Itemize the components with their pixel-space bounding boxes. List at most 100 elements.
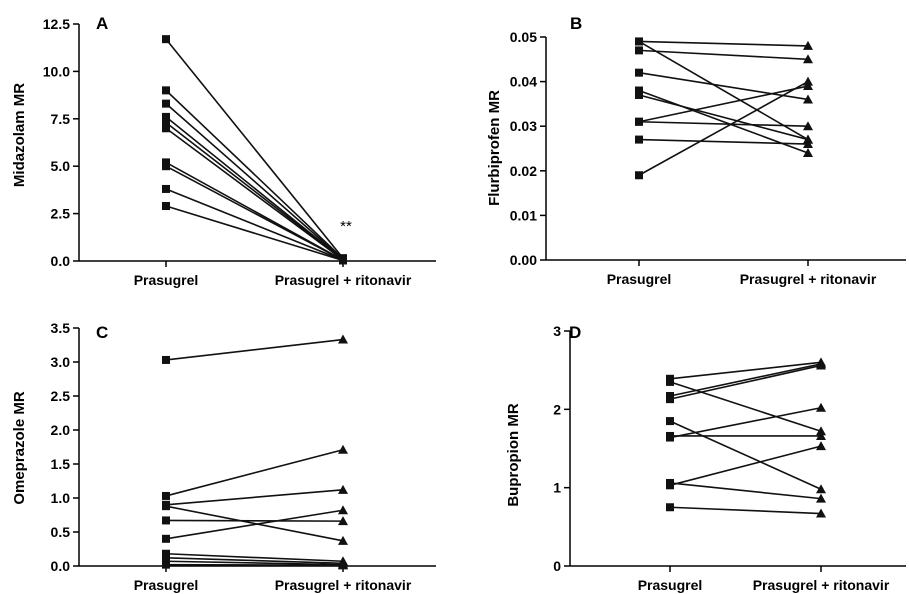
y-tick-label-b: 0.01 [510,207,537,223]
subject-line-d [669,363,822,397]
subject-line-b [638,49,809,61]
prasugrel-marker-c [162,560,170,569]
y-tick-label-c: 3.5 [51,320,71,336]
subject-line-c [165,563,344,567]
subject-line-c [165,489,344,506]
prasugrel-marker-b [635,171,643,180]
prasugrel-marker-d [666,417,674,426]
subject-line-d [669,364,822,400]
subject-line-a [165,121,344,261]
ritonavir-marker-b [803,134,813,144]
prasugrel-marker-d [666,395,674,404]
prasugrel-marker-a [162,124,170,133]
subject-line-c [165,519,344,522]
x-category-label-b: Prasugrel [607,271,672,287]
ritonavir-marker-c [338,516,348,526]
y-tick-label-c: 0.5 [51,524,71,540]
ritonavir-marker-b [803,121,813,131]
subject-line-b [638,80,809,176]
y-axis-label-c: Omeprazole MR [11,391,28,505]
data-lines-a [165,38,344,262]
ritonavir-marker-d [816,402,826,412]
prasugrel-marker-b [635,135,643,144]
y-tick-label-c: 3.0 [51,354,71,370]
prasugrel-marker-b [635,86,643,95]
y-tick-label-c: 1.0 [51,490,71,506]
prasugrel-marker-b [635,90,643,99]
prasugrel-marker-a [162,86,170,95]
x-category-label-d: Prasugrel [638,577,703,593]
prasugrel-marker-d [666,503,674,512]
ritonavir-marker-a [339,256,347,265]
ritonavir-marker-c [338,334,348,344]
prasugrel-marker-c [162,355,170,364]
subject-line-c [165,505,344,542]
prasugrel-marker-a [162,35,170,44]
y-axis-label-a: Midazolam MR [11,83,28,187]
subject-line-a [165,38,344,259]
subject-line-d [669,361,822,380]
ritonavir-marker-d [816,360,826,370]
x-category-label-c: Prasugrel + ritonavir [275,577,412,593]
prasugrel-marker-a [162,99,170,108]
ritonavir-marker-c [338,535,348,545]
y-tick-label-d: 1 [553,480,561,496]
subject-line-d [669,482,822,500]
ritonavir-marker-c [338,444,348,454]
ritonavir-marker-d [816,430,826,440]
subject-line-a [165,116,344,261]
axes-a: 0.0 2.5 5.0 7.5 10.0 12.5 Prasugrel Prasugrel +… [43,16,436,288]
ritonavir-marker-c [338,560,348,570]
data-lines-d [669,361,822,515]
prasugrel-marker-a [162,202,170,211]
y-tick-label-b: 0.02 [510,163,537,179]
ritonavir-marker-c [338,484,348,494]
panel-d: D Bupropion MR 0 1 2 3 Prasugrel Prasugrel + … [505,323,906,593]
ritonavir-marker-c [338,505,348,515]
subject-line-b [638,138,809,145]
axes-b: 0.00 0.01 0.02 0.03 0.04 0.05 Prasugrel Prasugr… [510,29,906,287]
y-tick-label-a: 7.5 [51,111,71,127]
subject-line-d [669,406,822,439]
subject-line-c [165,448,344,497]
y-tick-label-b: 0.05 [510,29,537,45]
y-tick-label-a: 12.5 [43,16,70,32]
y-tick-label-a: 5.0 [51,158,71,174]
subject-line-a [165,165,344,261]
prasugrel-marker-b [635,117,643,126]
y-tick-label-a: 10.0 [43,63,70,79]
x-category-label-c: Prasugrel [134,577,199,593]
prasugrel-marker-a [162,118,170,127]
prasugrel-marker-a [162,162,170,171]
y-axis-label-d: Bupropion MR [505,403,522,506]
subject-line-c [165,338,344,361]
y-tick-label-d: 3 [553,323,561,339]
ritonavir-marker-d [816,508,826,518]
subject-line-b [638,94,809,141]
significance-annotation: ** [340,218,352,235]
y-axis-label-b: Flurbiprofen MR [486,90,503,206]
x-category-label-a: Prasugrel + ritonavir [275,272,412,288]
y-tick-label-b: 0.03 [510,118,537,134]
data-lines-b [638,40,809,176]
ritonavir-marker-d [816,441,826,451]
panel-letter-c: C [96,323,108,342]
y-tick-label-c: 2.5 [51,388,71,404]
axes-d: 0 1 2 3 Prasugrel Prasugrel + ritonavir [553,323,906,593]
panel-c: C Omeprazole MR 0.0 0.5 1.0 1.5 2.0 2.5 3.0 3.5… [11,320,436,593]
panel-b: B Flurbiprofen MR 0.000.010.020.030.040.… [486,14,906,287]
prasugrel-marker-b [635,37,643,46]
prasugrel-marker-d [666,481,674,490]
subject-line-d [669,506,822,515]
x-category-label-a: Prasugrel [134,272,199,288]
data-markers-a [162,35,347,265]
subject-line-b [638,71,809,101]
data-markers-c [162,334,348,570]
subject-line-c [165,552,344,563]
panel-a: A Midazolam MR 0.0 2.5 5.0 7.5 10.0 12.5 Prasu… [11,14,436,288]
y-tick-label-c: 0.0 [51,558,71,574]
x-category-label-d: Prasugrel + ritonavir [753,577,890,593]
prasugrel-marker-a [162,184,170,193]
ritonavir-marker-b [803,54,813,64]
ritonavir-marker-d [816,493,826,503]
